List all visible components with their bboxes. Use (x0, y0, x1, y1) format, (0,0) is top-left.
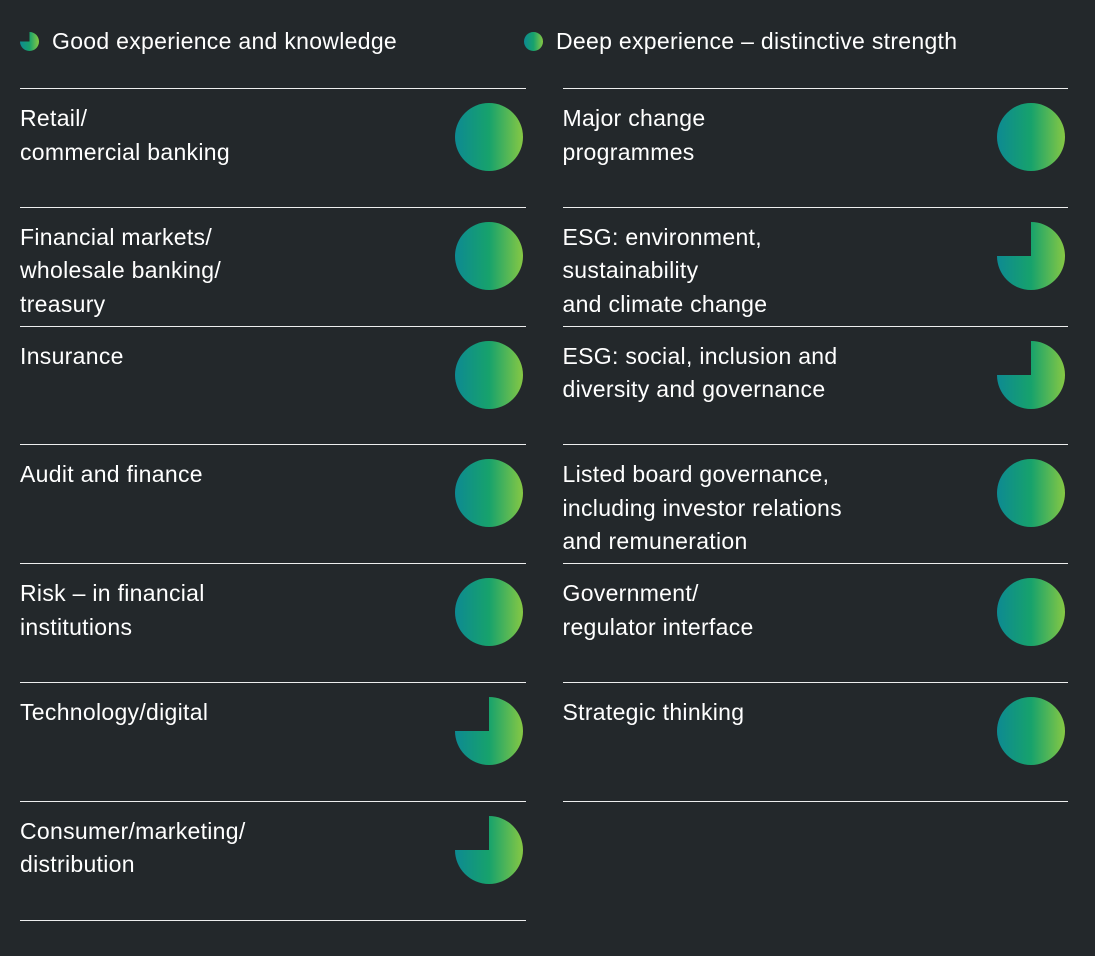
full-circle-icon (997, 696, 1065, 765)
skill-row-risk: Risk – in financial institutions (20, 563, 526, 682)
skill-row-strategic-thinking: Strategic thinking (562, 681, 1068, 801)
experience-level-icon (454, 103, 523, 171)
skill-row-technology-digital: Technology/digital (20, 681, 526, 801)
skill-label: ESG: environment, sustainability and cli… (562, 223, 768, 317)
skill-row-esg-social: ESG: social, inclusion and diversity and… (562, 325, 1068, 445)
skill-label: ESG: social, inclusion and diversity and… (562, 342, 838, 403)
skill-label: Audit and finance (20, 461, 203, 488)
legend-item-good-experience: Good experience and knowledge (20, 28, 524, 55)
experience-level-icon (997, 578, 1065, 647)
skill-label: Listed board governance, including inves… (562, 461, 842, 555)
skill-row-financial-markets: Financial markets/ wholesale banking/ tr… (20, 206, 526, 326)
skill-label: Major change programmes (562, 105, 706, 165)
skills-column-left: Retail/ commercial banking Financial mar… (20, 88, 526, 921)
experience-level-icon (997, 103, 1065, 171)
experience-level-icon (997, 459, 1065, 528)
skill-row-major-change-programmes: Major change programmes (562, 88, 1068, 207)
full-circle-icon (454, 459, 523, 528)
full-circle-icon (997, 459, 1065, 528)
skill-label: Financial markets/ wholesale banking/ tr… (20, 223, 222, 317)
experience-level-icon (997, 340, 1065, 409)
experience-level-icon (454, 815, 523, 884)
skills-column-right: Major change programmes ESG: environment… (562, 88, 1068, 921)
skill-row-insurance: Insurance (20, 325, 526, 445)
experience-level-icon (454, 578, 523, 647)
legend-item-deep-experience: Deep experience – distinctive strength (524, 28, 957, 55)
skill-row-listed-board-governance: Listed board governance, including inves… (562, 444, 1068, 563)
full-circle-icon (454, 221, 523, 290)
skills-matrix: Retail/ commercial banking Financial mar… (20, 88, 1068, 921)
skill-label: Technology/digital (20, 698, 209, 725)
experience-level-icon (997, 221, 1065, 290)
skill-label: Retail/ commercial banking (20, 105, 230, 165)
skill-label: Consumer/marketing/ distribution (20, 817, 246, 878)
legend: Good experience and knowledge Deep exper… (0, 0, 1095, 88)
skill-row-government-regulator: Government/ regulator interface (562, 563, 1068, 682)
good-experience-pie-icon (20, 31, 39, 51)
three-quarter-pie-icon (997, 340, 1065, 409)
three-quarter-pie-icon (454, 696, 523, 765)
skill-label: Government/ regulator interface (562, 580, 754, 640)
legend-label-good: Good experience and knowledge (52, 27, 397, 54)
skill-row-retail-commercial-banking: Retail/ commercial banking (20, 88, 526, 207)
three-quarter-pie-icon (997, 221, 1065, 290)
skill-label: Strategic thinking (562, 698, 745, 725)
experience-level-icon (997, 696, 1065, 765)
experience-level-icon (454, 696, 523, 765)
skill-label: Insurance (20, 342, 124, 369)
full-circle-icon (454, 340, 523, 409)
full-circle-icon (454, 578, 523, 647)
skill-row-esg-environment: ESG: environment, sustainability and cli… (562, 206, 1068, 326)
deep-experience-circle-icon (524, 31, 543, 51)
three-quarter-pie-icon (454, 815, 523, 884)
skill-row-consumer-marketing: Consumer/marketing/ distribution (20, 800, 526, 920)
experience-level-icon (454, 340, 523, 409)
full-circle-icon (997, 578, 1065, 647)
skill-row-audit-and-finance: Audit and finance (20, 444, 526, 563)
experience-level-icon (454, 221, 523, 290)
experience-level-icon (454, 459, 523, 528)
full-circle-icon (454, 103, 523, 171)
skill-label: Risk – in financial institutions (20, 580, 205, 640)
full-circle-icon (997, 103, 1065, 171)
legend-label-deep: Deep experience – distinctive strength (556, 27, 958, 54)
